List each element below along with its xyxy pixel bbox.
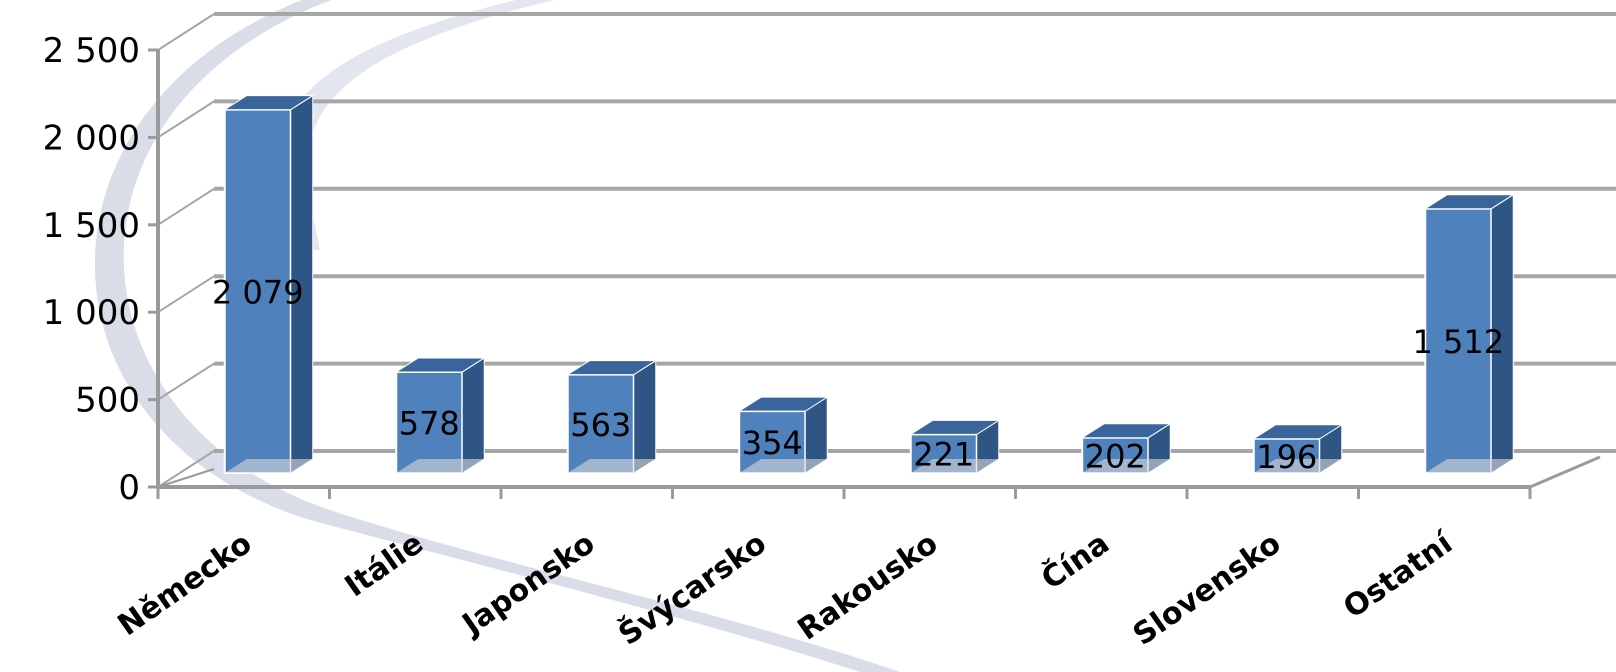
bar-2 [566,359,658,474]
gridlines [157,12,1616,488]
bar-top-2 [566,360,658,376]
bar-top-7 [1423,194,1515,210]
bar-floor-7 [1425,459,1514,473]
y-tick-label-4: 2 000 [43,118,140,158]
data-label-4: 221 [913,436,974,474]
y-tick-label-3: 1 500 [43,206,140,246]
y-tick-label-2: 1 000 [43,293,140,333]
gridline-side-2 [157,275,215,314]
bar-floor-0 [224,459,313,473]
data-label-5: 202 [1085,437,1146,475]
category-label-0: Německo [112,526,259,643]
bar-0 [223,94,315,475]
x-axis-depth-line [1529,455,1601,489]
data-label-3: 354 [742,424,803,462]
bar-top-1 [394,357,486,373]
gridline-side-1 [157,362,215,401]
data-label-1: 578 [399,404,460,442]
data-label-7: 1 512 [1412,323,1504,361]
category-label-6: Slovensko [1127,526,1287,653]
gridline-side-0 [157,450,215,488]
bar-top-6 [1252,424,1344,440]
axes: 0 500 1 000 1 500 2 000 2 500 [43,31,1601,508]
data-label-0: 2 079 [212,273,304,311]
bar-front-7 [1424,207,1493,474]
bar-top-4 [909,419,1001,435]
bar-7 [1423,193,1515,474]
y-tick-label-0: 0 [118,468,140,508]
gridline-side-3 [157,187,215,226]
bar-side-1 [461,357,485,474]
bar-1 [394,357,486,475]
floor-edge [157,468,215,488]
bar-top-5 [1080,423,1172,439]
gridline-side-4 [157,100,215,139]
gridline-side-5 [157,13,215,51]
background-swoosh [95,0,900,672]
data-label-6: 196 [1256,438,1317,476]
data-label-2: 563 [570,406,631,444]
bar-floor-4 [910,459,999,473]
bar-floor-6 [1253,459,1342,473]
bar-top-0 [223,95,315,111]
bar-floor-5 [1082,459,1171,473]
y-tick-label-5: 2 500 [43,31,140,71]
bar-floor-2 [567,459,656,473]
category-label-7: Ostatní [1337,525,1460,626]
y-tick-label-1: 500 [75,381,140,421]
bar-side-2 [633,359,657,474]
bars [223,94,1515,475]
bar-front-0 [223,108,292,475]
bar-top-3 [737,396,829,412]
category-label-5: Čína [1034,524,1116,597]
category-label-4: Rakousko [791,526,944,648]
bar-floor-1 [396,459,485,473]
bar-floor-3 [739,459,828,473]
